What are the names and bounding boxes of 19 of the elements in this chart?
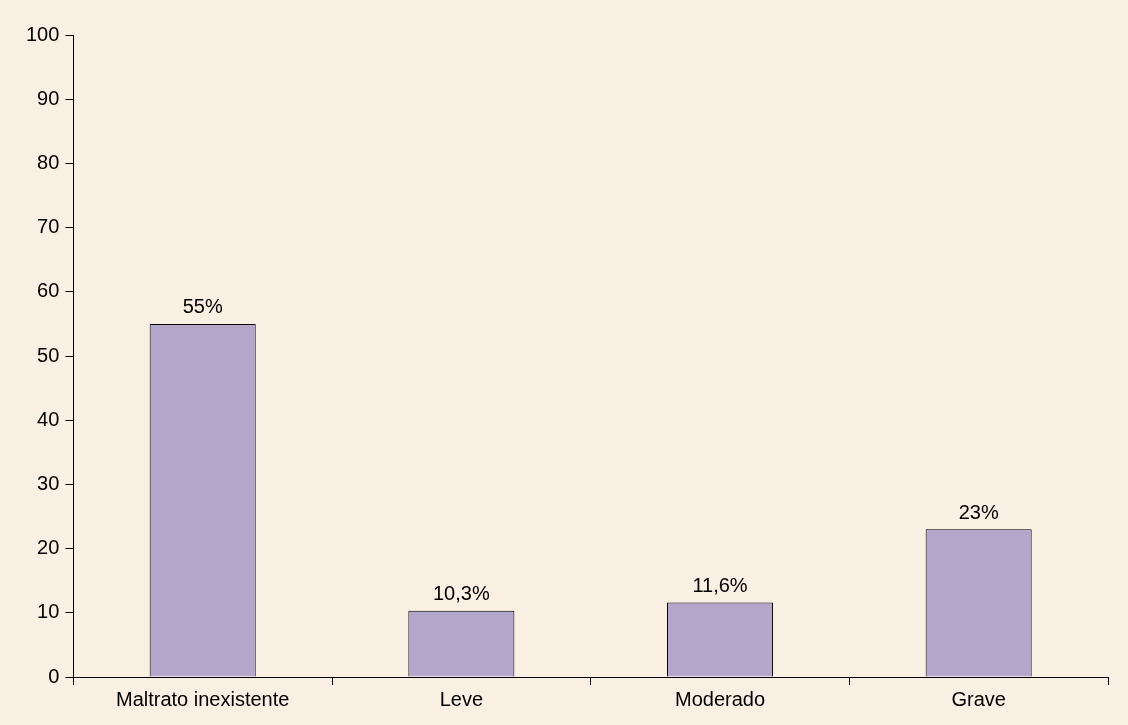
- data-label: 23%: [958, 500, 999, 523]
- data-label: 55%: [182, 295, 223, 318]
- y-tick-label: 10: [37, 600, 60, 623]
- y-tick-label: 100: [25, 22, 60, 45]
- y-tick-label: 40: [37, 407, 60, 430]
- x-tick-label: Moderado: [674, 687, 766, 710]
- data-label: 10,3%: [433, 582, 490, 605]
- y-tick-label: 20: [37, 536, 60, 559]
- y-tick-label: 60: [37, 279, 60, 302]
- y-tick-label: 70: [37, 215, 60, 238]
- data-label: 11,6%: [692, 574, 748, 597]
- y-tick-label: 50: [37, 343, 60, 366]
- y-tick-label: 80: [37, 150, 60, 173]
- y-tick-label: 30: [37, 471, 60, 494]
- y-tick-label: 0: [48, 664, 60, 687]
- x-tick-label: Maltrato inexistente: [115, 687, 290, 710]
- x-tick-label: Grave: [951, 687, 1006, 710]
- x-tick-label: Leve: [439, 687, 484, 710]
- y-tick-label: 90: [37, 86, 60, 109]
